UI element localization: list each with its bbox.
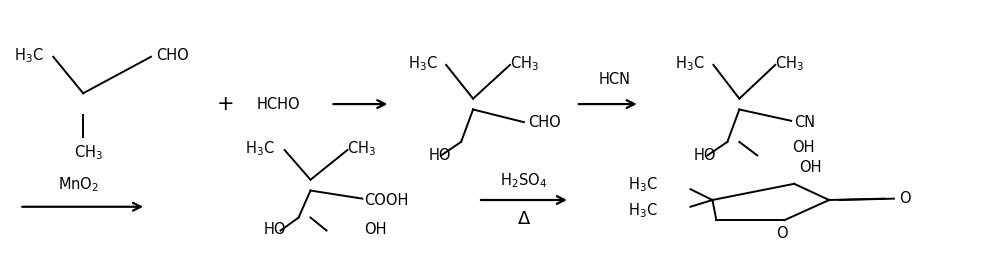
Text: H$_3$C: H$_3$C	[245, 139, 274, 158]
Text: CH$_3$: CH$_3$	[510, 54, 539, 73]
Text: H$_3$C: H$_3$C	[14, 46, 44, 65]
Text: OH: OH	[799, 160, 822, 175]
Text: H$_3$C: H$_3$C	[628, 176, 657, 194]
Text: $\Delta$: $\Delta$	[517, 210, 531, 228]
Text: OH: OH	[364, 222, 387, 237]
Text: H$_2$SO$_4$: H$_2$SO$_4$	[500, 172, 547, 191]
Text: +: +	[217, 94, 235, 114]
Text: HCN: HCN	[599, 72, 631, 87]
Text: H$_3$C: H$_3$C	[675, 54, 704, 73]
Text: COOH: COOH	[364, 192, 409, 207]
Text: H$_3$C: H$_3$C	[408, 54, 438, 73]
Text: CH$_3$: CH$_3$	[74, 143, 103, 162]
Text: MnO$_2$: MnO$_2$	[58, 176, 99, 194]
Text: CHO: CHO	[156, 48, 189, 63]
Text: HO: HO	[264, 222, 286, 237]
Text: O: O	[776, 226, 788, 241]
Text: H$_3$C: H$_3$C	[628, 201, 657, 219]
Text: OH: OH	[792, 140, 815, 155]
Text: CN: CN	[794, 115, 815, 130]
Text: CHO: CHO	[528, 115, 561, 130]
Text: CH$_3$: CH$_3$	[347, 139, 376, 158]
Text: HO: HO	[428, 148, 451, 163]
Text: O: O	[899, 191, 911, 206]
Text: CH$_3$: CH$_3$	[775, 54, 804, 73]
Text: HO: HO	[693, 148, 716, 163]
Text: HCHO: HCHO	[257, 97, 300, 112]
